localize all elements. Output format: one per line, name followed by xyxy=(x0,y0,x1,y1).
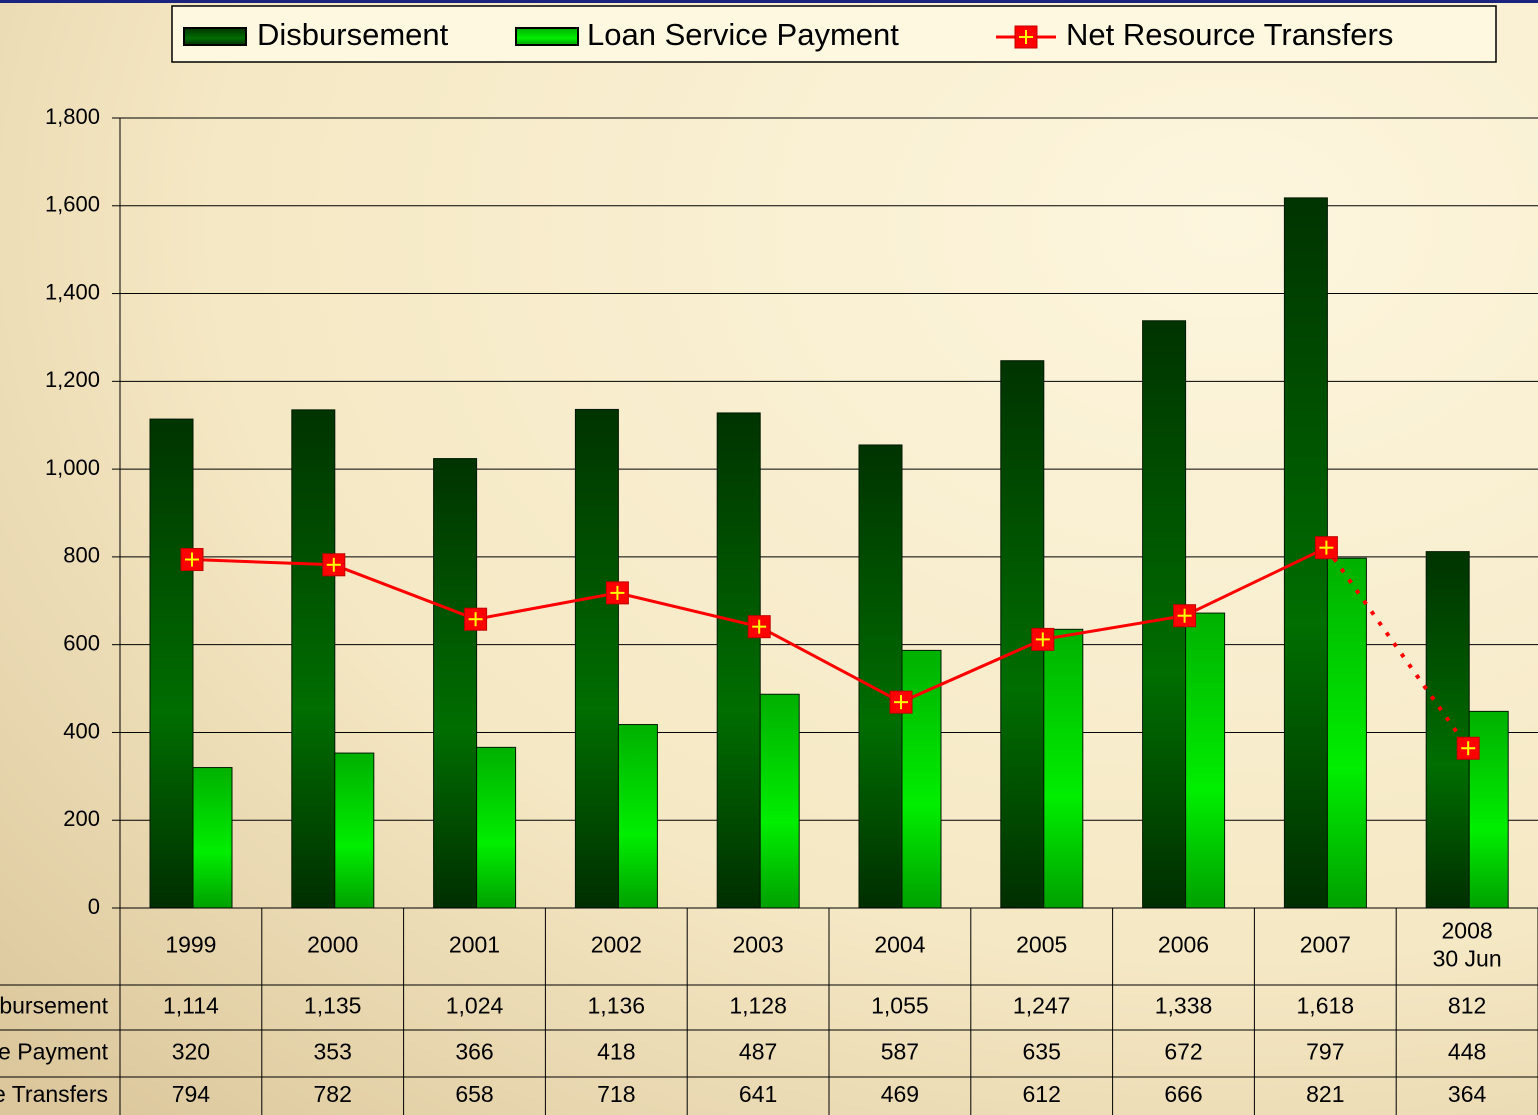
y-tick-label: 1,800 xyxy=(45,104,100,129)
legend-label: Net Resource Transfers xyxy=(1066,17,1393,52)
line-marker xyxy=(322,553,346,577)
table-cell: 612 xyxy=(1023,1081,1061,1107)
legend-swatch xyxy=(183,27,247,46)
table-cell: 666 xyxy=(1164,1081,1202,1107)
line-marker xyxy=(1314,536,1338,560)
y-tick-label: 1,200 xyxy=(45,367,100,392)
bar xyxy=(1326,557,1367,909)
bar xyxy=(574,408,619,909)
y-tick-label: 1,400 xyxy=(45,279,100,304)
table-cell: 469 xyxy=(881,1081,919,1107)
line-marker xyxy=(747,615,771,639)
legend-marker xyxy=(1014,25,1038,49)
legend-label: Loan Service Payment xyxy=(587,17,899,52)
table-row-label: Net Resource Transfers xyxy=(0,1081,108,1107)
table-cell: 1,055 xyxy=(871,993,929,1019)
table-cell: 794 xyxy=(172,1081,211,1107)
legend-swatch xyxy=(515,27,579,46)
x-tick-label: 2003 xyxy=(733,932,784,958)
bar xyxy=(1043,628,1084,909)
table-cell: 487 xyxy=(739,1039,777,1065)
table-cell: 1,114 xyxy=(163,993,219,1019)
table-row-label: Loan Service Payment xyxy=(0,1039,109,1065)
table-cell: 1,135 xyxy=(304,993,362,1019)
x-tick-label: 2005 xyxy=(1016,932,1067,958)
table-cell: 364 xyxy=(1448,1081,1487,1107)
line-marker xyxy=(1031,627,1055,651)
legend-box xyxy=(171,5,1497,63)
table-cell: 1,136 xyxy=(588,993,646,1019)
x-tick-label: 2004 xyxy=(874,932,925,958)
table-cell: 1,618 xyxy=(1297,993,1355,1019)
line-marker xyxy=(889,690,913,714)
bar xyxy=(1425,551,1470,909)
table-cell: 672 xyxy=(1164,1039,1202,1065)
table-cell: 641 xyxy=(739,1081,777,1107)
x-tick-label: 1999 xyxy=(165,932,216,958)
table-cell: 782 xyxy=(314,1081,352,1107)
y-tick-label: 400 xyxy=(63,718,100,743)
table-cell: 797 xyxy=(1306,1039,1344,1065)
bar xyxy=(901,649,942,909)
table-cell: 812 xyxy=(1448,993,1486,1019)
bar xyxy=(192,767,233,909)
bar xyxy=(617,724,658,909)
x-tick-label: 2001 xyxy=(449,932,500,958)
bar xyxy=(334,752,375,909)
bar xyxy=(149,418,194,909)
table-cell: 587 xyxy=(881,1039,919,1065)
table-cell: 821 xyxy=(1306,1081,1344,1107)
table-cell: 718 xyxy=(597,1081,635,1107)
line-marker xyxy=(464,607,488,631)
table-cell: 1,338 xyxy=(1155,993,1213,1019)
bar xyxy=(858,444,903,909)
legend-label: Disbursement xyxy=(257,17,449,52)
top-bar xyxy=(0,0,1538,3)
line-marker xyxy=(1173,604,1197,628)
table-cell: 1,024 xyxy=(446,993,504,1019)
bar xyxy=(716,412,761,909)
table-cell: 353 xyxy=(314,1039,352,1065)
y-tick-label: 1,000 xyxy=(45,455,100,480)
y-tick-label: 600 xyxy=(63,630,100,655)
line-marker xyxy=(605,581,629,605)
x-tick-label: 2007 xyxy=(1300,932,1351,958)
table-row-label: Disbursement xyxy=(0,993,109,1019)
line-dashed xyxy=(1324,546,1470,750)
table-cell: 418 xyxy=(597,1039,635,1065)
y-tick-label: 1,600 xyxy=(45,192,100,217)
bar xyxy=(433,458,478,909)
y-tick-label: 0 xyxy=(88,894,100,919)
bar xyxy=(759,693,800,909)
x-tick-label: 2002 xyxy=(591,932,642,958)
x-tick-label: 2006 xyxy=(1158,932,1209,958)
table-cell: 635 xyxy=(1023,1039,1061,1065)
table-cell: 658 xyxy=(455,1081,493,1107)
table-cell: 320 xyxy=(172,1039,210,1065)
table-cell: 1,247 xyxy=(1013,993,1071,1019)
table-cell: 448 xyxy=(1448,1039,1486,1065)
x-tick-label: 2000 xyxy=(307,932,358,958)
bar xyxy=(1468,710,1509,909)
x-tick-label: 2008 30 Jun xyxy=(1433,918,1502,972)
y-tick-label: 200 xyxy=(63,806,100,831)
table-cell: 366 xyxy=(455,1039,493,1065)
bar xyxy=(291,409,336,909)
bar xyxy=(1185,612,1226,909)
line-marker xyxy=(180,548,204,572)
line-marker xyxy=(1456,736,1480,760)
table-cell: 1,128 xyxy=(729,993,787,1019)
y-tick-label: 800 xyxy=(63,543,100,568)
bar xyxy=(476,746,517,909)
